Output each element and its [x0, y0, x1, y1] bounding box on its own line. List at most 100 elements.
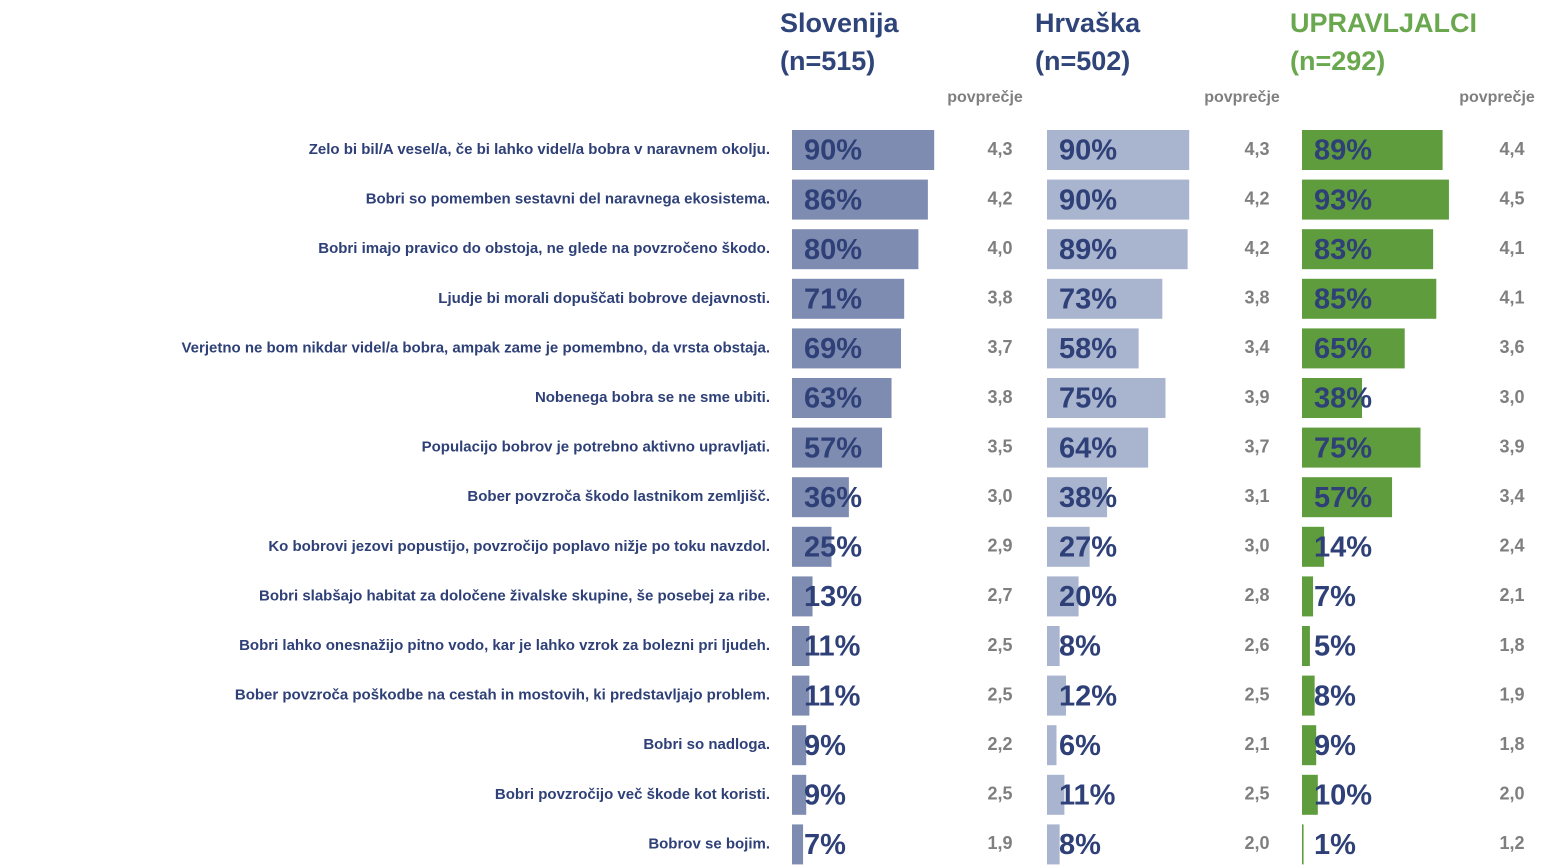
average-value: 4,2 — [1244, 238, 1269, 258]
bar — [1302, 675, 1315, 716]
value-label: 13% — [804, 581, 862, 613]
value-label: 57% — [1314, 482, 1372, 514]
value-label: 11% — [804, 631, 861, 663]
average-value: 2,0 — [1499, 784, 1524, 804]
bar — [792, 774, 807, 815]
value-label: 73% — [1059, 283, 1117, 315]
value-label: 57% — [804, 432, 862, 464]
average-value: 4,0 — [987, 238, 1012, 258]
average-value: 4,1 — [1499, 238, 1524, 258]
average-value: 3,7 — [1244, 436, 1269, 456]
average-value: 4,2 — [987, 188, 1012, 208]
bar — [1047, 675, 1066, 716]
panel-n: (n=292) — [1290, 46, 1385, 76]
average-value: 1,8 — [1499, 734, 1524, 754]
category-label: Ljudje bi morali dopuščati bobrove dejav… — [438, 290, 770, 307]
category-label: Bobri so pomemben sestavni del naravnega… — [366, 191, 770, 208]
category-label: Bobri lahko onesnažijo pitno vodo, kar j… — [239, 637, 770, 654]
bar — [792, 229, 919, 270]
value-label: 93% — [1314, 184, 1372, 216]
panel-title: Hrvaška — [1035, 8, 1141, 38]
average-value: 2,5 — [987, 635, 1012, 655]
bar — [792, 725, 807, 766]
bar — [1047, 576, 1079, 617]
average-value: 2,5 — [987, 684, 1012, 704]
bar — [1302, 477, 1393, 518]
bar — [792, 477, 849, 518]
bar — [792, 179, 928, 220]
average-value: 2,0 — [1244, 833, 1269, 853]
bar — [1302, 229, 1434, 270]
value-label: 7% — [804, 829, 846, 861]
bar — [1302, 278, 1437, 319]
bar — [1302, 526, 1325, 567]
average-value: 4,4 — [1499, 139, 1524, 159]
bar — [1302, 378, 1363, 418]
average-value: 3,8 — [987, 288, 1012, 308]
average-value: 2,9 — [987, 536, 1012, 556]
average-value: 2,5 — [1244, 684, 1269, 704]
average-value: 3,0 — [1244, 536, 1269, 556]
average-value: 1,8 — [1499, 635, 1524, 655]
average-value: 4,3 — [987, 139, 1012, 159]
value-label: 9% — [804, 779, 846, 811]
average-value: 1,2 — [1499, 833, 1524, 853]
average-value: 3,7 — [987, 337, 1012, 357]
category-label: Bobri povzročijo več škode kot koristi. — [495, 786, 770, 803]
category-label: Zelo bi bil/A vesel/a, če bi lahko videl… — [309, 141, 770, 158]
category-label: Bobri slabšajo habitat za določene žival… — [259, 587, 770, 604]
value-label: 69% — [804, 333, 862, 365]
bar — [1302, 427, 1421, 468]
bar — [1302, 824, 1304, 865]
bar — [1047, 774, 1065, 815]
bar — [792, 378, 892, 418]
category-label: Bober povzroča škodo lastnikom zemljišč. — [467, 488, 770, 505]
average-header: povprečje — [1204, 89, 1280, 106]
value-label: 14% — [1314, 531, 1372, 563]
bar — [1302, 130, 1443, 170]
average-value: 2,4 — [1499, 536, 1524, 556]
bar — [1047, 278, 1163, 319]
value-label: 27% — [1059, 531, 1117, 563]
bar — [792, 278, 905, 319]
value-label: 25% — [804, 531, 862, 563]
value-label: 20% — [1059, 581, 1117, 613]
average-value: 2,5 — [1244, 784, 1269, 804]
value-label: 58% — [1059, 333, 1117, 365]
bar — [792, 328, 902, 369]
category-label: Bobri imajo pravico do obstoja, ne glede… — [318, 240, 770, 257]
value-label: 1% — [1314, 829, 1356, 861]
bar — [1047, 725, 1057, 766]
bar — [1047, 526, 1090, 567]
value-label: 71% — [804, 283, 862, 315]
value-label: 89% — [1314, 135, 1372, 167]
average-value: 3,9 — [1244, 387, 1269, 407]
value-label: 11% — [1059, 779, 1116, 811]
bar — [1047, 477, 1108, 518]
category-label: Verjetno ne bom nikdar videl/a bobra, am… — [181, 339, 770, 356]
average-value: 3,4 — [1499, 486, 1524, 506]
bar — [1302, 626, 1310, 666]
average-value: 4,3 — [1244, 139, 1269, 159]
value-label: 83% — [1314, 234, 1372, 266]
value-label: 85% — [1314, 283, 1372, 315]
value-label: 36% — [804, 482, 862, 514]
average-value: 3,0 — [1499, 387, 1524, 407]
value-label: 12% — [1059, 680, 1117, 712]
value-label: 64% — [1059, 432, 1117, 464]
average-value: 3,1 — [1244, 486, 1269, 506]
value-label: 8% — [1059, 631, 1101, 663]
value-label: 89% — [1059, 234, 1117, 266]
bar — [792, 824, 804, 865]
value-label: 8% — [1059, 829, 1101, 861]
average-value: 4,2 — [1244, 188, 1269, 208]
value-label: 38% — [1059, 482, 1117, 514]
average-value: 3,5 — [987, 436, 1012, 456]
value-label: 63% — [804, 383, 862, 415]
average-value: 4,1 — [1499, 288, 1524, 308]
average-value: 3,9 — [1499, 436, 1524, 456]
bar — [1047, 179, 1190, 220]
average-value: 2,5 — [987, 784, 1012, 804]
bar — [792, 130, 935, 170]
bar — [792, 526, 832, 567]
